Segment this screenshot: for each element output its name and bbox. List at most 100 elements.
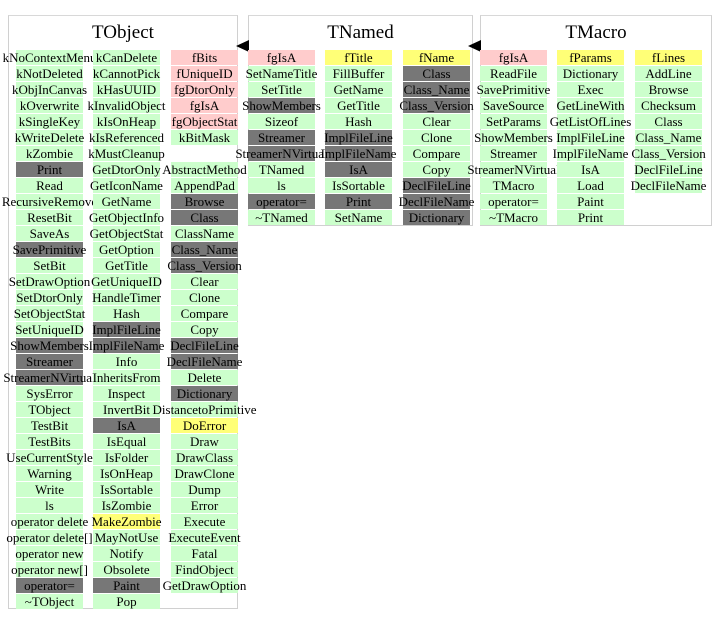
member-cell[interactable]: Clear [403,114,470,129]
member-cell[interactable]: kOverwrite [16,98,83,113]
member-cell[interactable]: GetTitle [93,258,160,273]
member-cell[interactable]: fgIsA [171,98,238,113]
member-cell[interactable]: GetIconName [90,178,163,193]
member-cell[interactable]: TestBit [16,418,83,433]
member-cell[interactable]: SetBit [16,258,83,273]
member-cell[interactable]: SetUniqueID [15,322,84,337]
member-cell[interactable]: UseCurrentStyle [6,450,93,465]
member-cell[interactable]: Browse [171,194,238,209]
member-cell[interactable]: kObjInCanvas [12,82,87,97]
member-cell[interactable]: SetParams [480,114,547,129]
member-cell[interactable]: Class_Version [631,146,706,161]
member-cell[interactable]: FindObject [171,562,238,577]
member-cell[interactable]: DeclFileName [631,178,706,193]
member-cell[interactable]: ImplFileName [321,146,396,161]
member-cell[interactable]: Checksum [635,98,702,113]
member-cell[interactable]: AppendPad [171,178,238,193]
member-cell[interactable]: GetObjectInfo [89,210,164,225]
member-cell[interactable]: Print [16,162,83,177]
member-cell[interactable]: HandleTimer [92,290,161,305]
member-cell[interactable]: IsA [325,162,392,177]
member-cell[interactable]: ClassName [171,226,238,241]
member-cell[interactable]: Class_Name [635,130,702,145]
member-cell[interactable]: TNamed [248,162,315,177]
member-cell[interactable]: Compare [403,146,470,161]
member-cell[interactable]: Class_Name [403,82,470,97]
member-cell[interactable]: DoError [171,418,238,433]
member-cell[interactable]: kNoContextMenu [3,50,96,65]
member-cell[interactable]: IsFolder [93,450,160,465]
member-cell[interactable]: SetName [325,210,392,225]
member-cell[interactable]: InvertBit [93,402,160,417]
member-cell[interactable]: Dump [171,482,238,497]
member-cell[interactable]: GetLineWith [556,98,625,113]
member-cell[interactable]: ShowMembers [474,130,553,145]
member-cell[interactable]: ShowMembers [242,98,321,113]
member-cell[interactable]: GetTitle [325,98,392,113]
member-cell[interactable]: StreamerNVirtual [235,146,328,161]
member-cell[interactable]: GetName [325,82,392,97]
member-cell[interactable]: Compare [171,306,238,321]
member-cell[interactable]: fUniqueID [171,66,238,81]
member-cell[interactable]: DeclFileLine [170,338,239,353]
member-cell[interactable]: Class_Version [167,258,242,273]
member-cell[interactable]: Draw [171,434,238,449]
member-cell[interactable]: DeclFileLine [402,178,471,193]
member-cell[interactable]: ~TMacro [480,210,547,225]
member-cell[interactable]: Inspect [93,386,160,401]
member-cell[interactable]: IsA [557,162,624,177]
member-cell[interactable]: GetListOfLines [550,114,631,129]
member-cell[interactable]: IsSortable [325,178,392,193]
member-cell[interactable]: AbstractMethod [162,162,247,177]
member-cell[interactable]: GetName [93,194,160,209]
member-cell[interactable]: kInvalidObject [88,98,166,113]
member-cell[interactable]: SavePrimitive [477,82,550,97]
member-cell[interactable]: Execute [171,514,238,529]
member-cell[interactable]: kHasUUID [93,82,160,97]
member-cell[interactable]: SysError [16,386,83,401]
member-cell[interactable]: Browse [635,82,702,97]
member-cell[interactable]: ls [248,178,315,193]
member-cell[interactable]: ImplFileName [89,338,164,353]
member-cell[interactable]: fgObjectStat [171,114,238,129]
member-cell[interactable]: ResetBit [16,210,83,225]
member-cell[interactable]: Clone [171,290,238,305]
member-cell[interactable]: SetDtorOnly [16,290,83,305]
member-cell[interactable]: Write [16,482,83,497]
member-cell[interactable]: SavePrimitive [13,242,86,257]
member-cell[interactable]: Class_Version [399,98,474,113]
member-cell[interactable]: operator= [480,194,547,209]
member-cell[interactable]: IsZombie [93,498,160,513]
member-cell[interactable]: Class_Name [171,242,238,257]
member-cell[interactable]: SaveAs [16,226,83,241]
member-cell[interactable]: Warning [16,466,83,481]
member-cell[interactable]: DeclFileName [399,194,474,209]
member-cell[interactable]: Clone [403,130,470,145]
member-cell[interactable]: operator= [16,578,83,593]
member-cell[interactable]: ~TNamed [248,210,315,225]
member-cell[interactable]: fBits [171,50,238,65]
member-cell[interactable]: operator new [15,546,84,561]
member-cell[interactable]: ~TObject [16,594,83,609]
member-cell[interactable]: fgIsA [248,50,315,65]
member-cell[interactable]: DrawClass [171,450,238,465]
member-cell[interactable]: Class [403,66,470,81]
member-cell[interactable]: Dictionary [403,210,470,225]
member-cell[interactable]: StreamerNVirtual [467,162,560,177]
member-cell[interactable]: kSingleKey [16,114,83,129]
member-cell[interactable]: TObject [16,402,83,417]
member-cell[interactable]: fParams [557,50,624,65]
member-cell[interactable]: Dictionary [171,386,238,401]
member-cell[interactable]: ShowMembers [10,338,89,353]
member-cell[interactable]: Pop [93,594,160,609]
member-cell[interactable]: ImplFileLine [324,130,393,145]
member-cell[interactable]: IsOnHeap [93,466,160,481]
member-cell[interactable]: SetObjectStat [14,306,85,321]
member-cell[interactable]: kMustCleanup [88,146,165,161]
member-cell[interactable]: Print [557,210,624,225]
member-cell[interactable]: IsSortable [93,482,160,497]
member-cell[interactable]: Print [325,194,392,209]
member-cell[interactable]: InheritsFrom [93,370,160,385]
member-cell[interactable]: GetDtorOnly [92,162,161,177]
member-cell[interactable]: kCanDelete [93,50,160,65]
